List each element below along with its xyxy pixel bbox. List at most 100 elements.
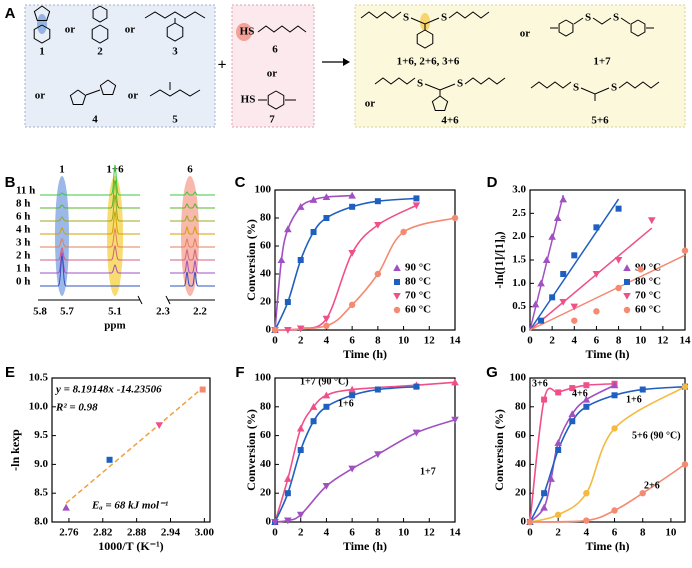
point	[374, 451, 382, 459]
plot-frame	[274, 377, 456, 523]
nmr-trace	[40, 255, 215, 287]
y-tick-label: 20	[260, 296, 272, 308]
x-tick-label: 0	[527, 527, 533, 539]
time-label: 8 h	[16, 198, 30, 210]
plus-sign: +	[217, 57, 226, 74]
product-label: 1+7	[593, 56, 611, 68]
ring	[431, 95, 449, 111]
ring	[166, 22, 184, 42]
x-tick-label: 6	[349, 527, 355, 539]
y-tick-label: 8.0	[34, 516, 48, 528]
legend-symbol	[393, 306, 401, 314]
y-axis-label: Conversion (%)	[492, 409, 506, 491]
y-tick-label: 0	[521, 516, 527, 528]
annotation: R² = 0.98	[55, 402, 98, 414]
y-tick-label: 3.0	[512, 184, 526, 196]
ring	[33, 24, 51, 44]
point	[559, 298, 568, 306]
or-label: or	[35, 90, 46, 102]
point	[647, 217, 656, 225]
y-tick-label: 1.5	[512, 254, 526, 266]
point	[639, 490, 646, 497]
point	[348, 385, 356, 393]
point	[610, 381, 619, 389]
point	[413, 195, 420, 202]
compound-label: 7	[269, 114, 275, 126]
point	[541, 396, 548, 403]
x-tick-label: 6	[612, 527, 618, 539]
x-tick-label: 6	[594, 335, 600, 347]
panel-label: A	[5, 5, 16, 22]
legend-label: 70 °C	[635, 290, 661, 302]
nmr-trace	[40, 164, 215, 196]
nmr-trace	[40, 251, 215, 274]
peak-label: 6	[187, 164, 193, 176]
point	[323, 322, 330, 329]
series-curve	[529, 463, 686, 523]
time-label: 6 h	[16, 211, 30, 223]
legend-label: 90 °C	[405, 262, 431, 274]
ring	[630, 19, 646, 37]
y-tick-label: 0	[266, 516, 272, 528]
x-tick-label: 2	[549, 335, 555, 347]
x-tick-label: 6	[349, 335, 355, 347]
point	[548, 232, 556, 240]
y-axis-label: Conversion (%)	[244, 219, 258, 301]
chain	[144, 11, 206, 19]
panel-label: F	[235, 364, 244, 381]
x-tick-label: 10	[665, 527, 677, 539]
compound-label: 5	[172, 114, 178, 126]
y-tick-label: 60	[260, 429, 272, 441]
point	[583, 490, 590, 497]
point	[582, 395, 591, 403]
legend-symbol	[623, 292, 631, 300]
y-tick-label: 40	[260, 458, 272, 470]
point	[583, 517, 590, 524]
x-tick-label: 8	[616, 335, 622, 347]
arrow-head	[343, 58, 350, 66]
x-tick-label: 2	[298, 335, 304, 347]
point	[553, 214, 562, 222]
y-tick-label: 80	[260, 400, 272, 412]
point	[611, 507, 618, 514]
y-axis-label: -ln kexp	[8, 429, 22, 471]
sulfur: S	[573, 82, 579, 94]
x-tick-label: 4	[324, 527, 330, 539]
series-curve	[529, 382, 615, 523]
x-tick-label: 12	[657, 335, 669, 347]
series-curve	[274, 217, 456, 331]
series-label: 5+6 (90 °C)	[632, 430, 681, 441]
point	[284, 475, 292, 482]
y-tick-label: 10.5	[29, 372, 49, 384]
fit-line	[529, 227, 653, 331]
y-axis-label: -ln([1]/[1]₀)	[492, 232, 506, 289]
point	[62, 503, 70, 511]
sulfur: S	[441, 12, 447, 24]
product-label: 1+6, 2+6, 3+6	[397, 56, 460, 68]
point	[322, 193, 331, 201]
compound-label: 1	[39, 46, 45, 58]
highlight	[420, 13, 430, 31]
ring	[558, 19, 574, 37]
legend-label: 60 °C	[405, 304, 431, 316]
point	[593, 308, 600, 315]
series-curve	[529, 385, 686, 523]
peak-label: 1	[59, 164, 65, 176]
point	[592, 270, 601, 278]
panel-label: E	[5, 364, 15, 381]
point	[559, 195, 568, 203]
x-tick-label: 14	[680, 335, 692, 347]
point	[537, 279, 545, 287]
point	[531, 300, 540, 308]
point	[583, 403, 590, 410]
point	[296, 511, 305, 519]
point	[538, 317, 545, 324]
panel-label: G	[486, 364, 498, 381]
point	[374, 270, 382, 278]
x-tick-label: 0	[272, 527, 278, 539]
time-label: 1 h	[16, 263, 30, 275]
point	[560, 271, 567, 277]
y-tick-label: 1.0	[512, 277, 526, 289]
point	[526, 518, 534, 526]
or-label: or	[65, 24, 76, 36]
